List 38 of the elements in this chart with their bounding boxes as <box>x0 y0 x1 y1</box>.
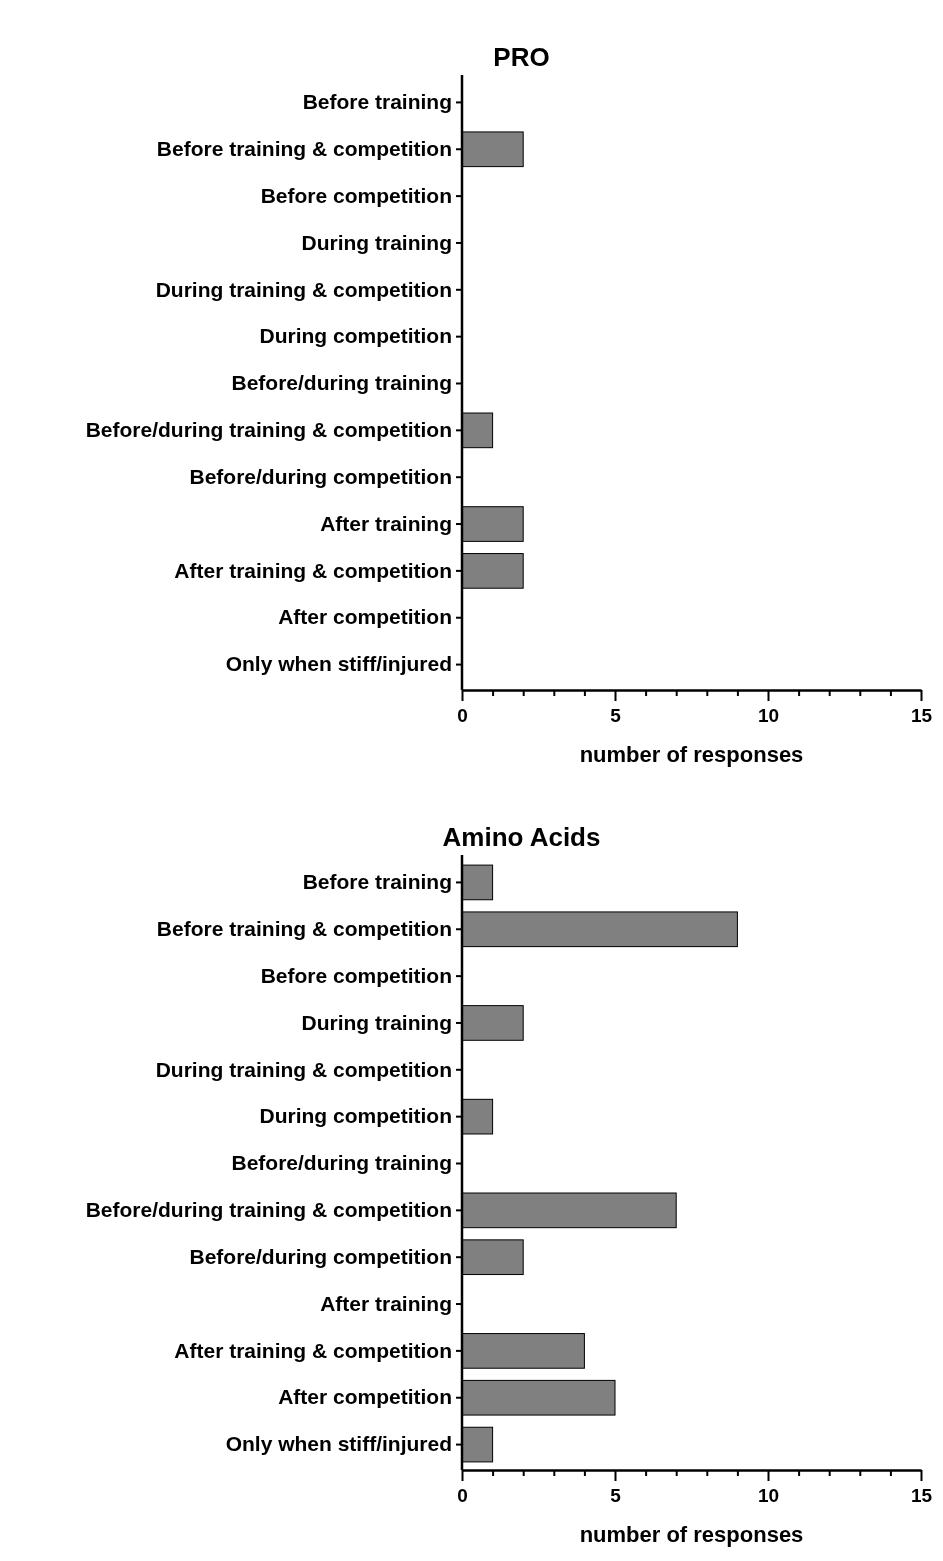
x-tick-label: 0 <box>457 1484 468 1506</box>
chart-title: PRO <box>493 42 550 72</box>
y-tick-label: During competition <box>259 324 452 348</box>
y-tick-label: Before training & competition <box>156 136 452 160</box>
y-tick-label: After competition <box>278 1385 452 1409</box>
y-tick-label: Only when stiff/injured <box>225 1432 452 1456</box>
y-tick-label: During training <box>301 230 452 254</box>
x-axis-title: number of responses <box>579 742 804 767</box>
x-axis-title: number of responses <box>579 1522 804 1547</box>
y-tick-label: Before training <box>302 870 452 894</box>
y-tick-label: Before/during training & competition <box>85 1198 452 1222</box>
x-tick-label: 10 <box>757 704 780 726</box>
y-tick-label: Before/during training & competition <box>85 418 452 442</box>
y-tick-label: After training <box>320 511 452 535</box>
x-tick-label: 5 <box>610 704 622 726</box>
x-tick-label: 5 <box>610 1484 622 1506</box>
x-tick-label: 0 <box>457 704 468 726</box>
y-tick-label: After competition <box>278 605 452 629</box>
y-tick-label: After training & competition <box>174 1338 452 1362</box>
y-tick-label: Before competition <box>260 183 452 207</box>
x-tick-label: 15 <box>910 1484 933 1506</box>
y-tick-label: During training & competition <box>155 1057 452 1081</box>
y-tick-label: Before/during competition <box>189 1244 452 1268</box>
y-tick-label: Before training & competition <box>156 916 452 940</box>
y-tick-label: During training & competition <box>155 277 452 301</box>
y-tick-label: Before competition <box>260 963 452 987</box>
x-tick-label: 10 <box>757 1484 780 1506</box>
chart-title: Amino Acids <box>442 822 601 852</box>
y-tick-label: Before/during training <box>231 371 452 395</box>
y-tick-label: Before/during competition <box>189 464 452 488</box>
y-tick-label: After training <box>320 1291 452 1315</box>
y-tick-label: Before/during training <box>231 1151 452 1175</box>
y-tick-label: After training & competition <box>174 558 452 582</box>
y-tick-label: During competition <box>259 1104 452 1128</box>
y-tick-label: Before training <box>302 90 452 114</box>
x-tick-label: 15 <box>910 704 933 726</box>
y-tick-label: During training <box>301 1010 452 1034</box>
y-tick-label: Only when stiff/injured <box>225 652 452 676</box>
